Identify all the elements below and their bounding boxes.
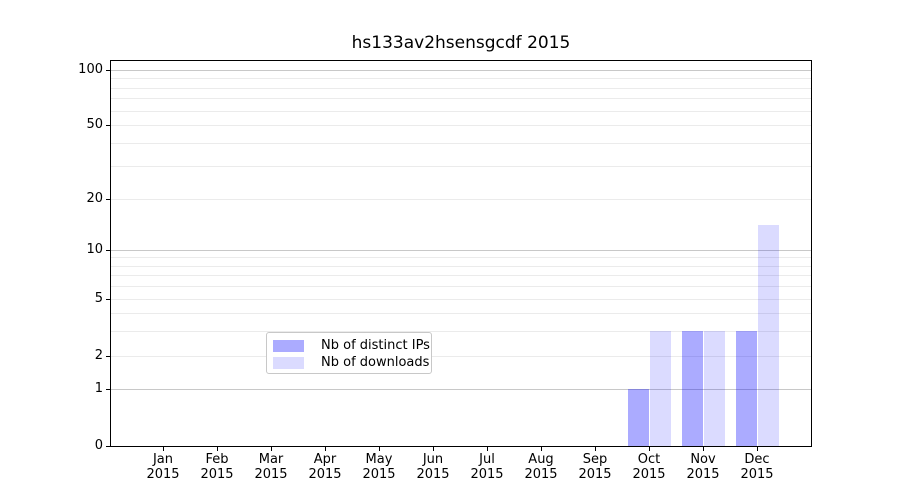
x-axis-tick-label-month: Mar: [258, 452, 284, 467]
x-axis-tick: [757, 447, 758, 451]
x-axis-tick: [541, 447, 542, 451]
x-axis-tick-label-month: Oct: [637, 452, 661, 467]
gridline-minor: [111, 330, 811, 332]
y-axis-tick-label: 20: [86, 191, 103, 206]
legend-entry-downloads: Nb of downloads: [273, 354, 429, 371]
x-axis-tick-label-year: 2015: [416, 467, 450, 482]
x-axis-tick-label-year: 2015: [470, 467, 504, 482]
y-axis-tick-label: 1: [94, 381, 103, 396]
chart-title: hs133av2hsensgcdf 2015: [351, 33, 571, 53]
x-axis-tick: [433, 447, 434, 451]
gridline-minor: [111, 110, 811, 112]
x-axis-tick: [703, 447, 704, 451]
gridline-minor: [111, 286, 811, 288]
legend-swatch-distinct-ips: [273, 339, 304, 352]
gridline-minor: [111, 312, 811, 314]
legend-label-distinct-ips: Nb of distinct IPs: [321, 338, 430, 353]
legend-entry-distinct-ips: Nb of distinct IPs: [273, 337, 430, 354]
bar-downloads-nov: [703, 330, 725, 446]
x-axis-tick-label-year: 2015: [524, 467, 558, 482]
x-axis-tick-label-month: May: [365, 452, 393, 467]
x-axis-tick: [595, 447, 596, 451]
gridline-minor: [111, 98, 811, 100]
y-axis-tick-label: 2: [94, 348, 103, 363]
gridline: [111, 70, 811, 71]
gridline-minor: [111, 143, 811, 145]
bar-downloads-oct: [649, 330, 671, 446]
x-axis-tick-label-month: Nov: [690, 452, 716, 467]
legend: Nb of distinct IPs Nb of downloads: [266, 332, 432, 374]
bar-downloads-dec: [757, 225, 779, 446]
x-axis-tick-label-year: 2015: [578, 467, 612, 482]
y-axis-tick: [106, 70, 110, 71]
bar-distinct-ips-dec: [735, 330, 757, 446]
x-axis-tick: [163, 447, 164, 451]
plot-area: 0 1 2 5 10 20 50 100 Jan 2015 Feb 2015 Mar 2015 Apr 201…: [78, 60, 812, 482]
x-axis-tick: [649, 447, 650, 451]
x-axis-tick-label-month: Sep: [582, 452, 608, 467]
x-axis-tick-label-year: 2015: [632, 467, 666, 482]
x-axis-tick-label-year: 2015: [740, 467, 774, 482]
gridline: [111, 389, 811, 390]
y-axis-tick-label: 5: [94, 291, 103, 306]
gridline: [111, 125, 811, 126]
x-axis-tick-label-month: Jun: [422, 452, 444, 467]
x-axis-tick-label-month: Jul: [479, 452, 495, 467]
x-axis-tick: [217, 447, 218, 451]
y-axis-tick: [106, 356, 110, 357]
y-axis-tick: [106, 125, 110, 126]
legend-swatch-downloads: [273, 356, 304, 369]
x-axis-tick: [379, 447, 380, 451]
x-axis-tick-label-year: 2015: [200, 467, 234, 482]
gridline-minor: [111, 166, 811, 168]
y-axis-tick: [106, 389, 110, 390]
gridline: [111, 199, 811, 200]
x-axis-tick-label-year: 2015: [686, 467, 720, 482]
gridline: [111, 356, 811, 357]
gridline-minor: [111, 257, 811, 259]
x-axis-tick: [325, 447, 326, 451]
y-axis-tick: [106, 299, 110, 300]
y-axis-tick: [106, 250, 110, 251]
x-axis-tick-label-month: Apr: [313, 452, 337, 467]
x-axis-tick-label-month: Feb: [205, 452, 229, 467]
gridline: [111, 250, 811, 251]
x-axis-tick: [271, 447, 272, 451]
legend-label-downloads: Nb of downloads: [321, 355, 430, 370]
bar-distinct-ips-nov: [681, 330, 703, 446]
y-axis-tick: [106, 446, 110, 447]
gridline-minor: [111, 78, 811, 80]
x-axis-tick-label-month: Dec: [744, 452, 770, 467]
y-axis-tick: [106, 199, 110, 200]
y-axis-tick-label: 10: [86, 242, 103, 257]
gridline-minor: [111, 275, 811, 277]
x-axis-tick-label-year: 2015: [362, 467, 396, 482]
gridline-minor: [111, 87, 811, 89]
gridline: [111, 299, 811, 300]
x-axis-tick-label-month: Jan: [152, 452, 174, 467]
bar-distinct-ips-oct: [627, 389, 649, 446]
x-axis-tick-label-month: Aug: [528, 452, 554, 467]
x-axis-tick-label-year: 2015: [146, 467, 180, 482]
x-axis-tick: [487, 447, 488, 451]
y-axis-tick-label: 100: [78, 62, 103, 77]
x-axis-tick-label-year: 2015: [308, 467, 342, 482]
y-axis-tick-label: 0: [94, 438, 103, 453]
x-axis-tick-label-year: 2015: [254, 467, 288, 482]
y-axis-tick-label: 50: [86, 117, 103, 132]
gridline-minor: [111, 265, 811, 267]
